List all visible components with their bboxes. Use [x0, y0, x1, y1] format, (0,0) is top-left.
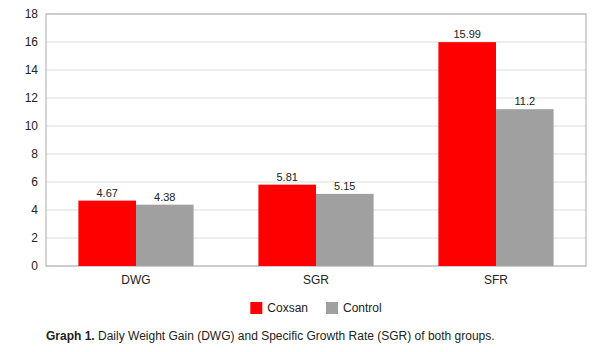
bar [438, 42, 496, 266]
plot-frame [46, 14, 586, 266]
legend-swatch [326, 302, 338, 314]
legend-label: Control [343, 301, 382, 315]
data-label: 5.15 [334, 180, 355, 192]
y-tick-label: 14 [25, 63, 39, 77]
bar [78, 201, 136, 266]
chart-container: 0 2 4 6 8 10 12 14 16 18 4.67 4.38 5.81 5.15 15.99 11.2… [0, 0, 600, 352]
legend-item: Control [326, 301, 382, 315]
y-tick-label: 18 [25, 7, 39, 21]
data-label: 4.67 [96, 187, 117, 199]
grid-line [46, 42, 586, 43]
data-label: 5.81 [276, 171, 297, 183]
y-tick-label: 4 [31, 203, 38, 217]
data-label: 11.2 [515, 95, 536, 107]
bar [496, 109, 554, 266]
bars [78, 42, 553, 266]
grid-line [46, 98, 586, 99]
caption-bold: Graph 1. [46, 329, 95, 343]
legend-swatch [250, 302, 262, 314]
legend: Coxsan Control [250, 301, 381, 315]
x-tick-label: DWG [121, 273, 150, 287]
y-tick-label: 0 [31, 259, 38, 273]
y-tick-label: 2 [31, 231, 38, 245]
bar [258, 185, 316, 266]
y-tick-label: 10 [25, 119, 39, 133]
x-tick-label: SFR [484, 273, 508, 287]
y-tick-label: 16 [25, 35, 39, 49]
grid [46, 14, 586, 266]
bar [136, 205, 194, 266]
y-tick-label: 12 [25, 91, 39, 105]
data-label: 4.38 [154, 191, 175, 203]
data-labels: 4.67 4.38 5.81 5.15 15.99 11.2 [96, 28, 535, 203]
legend-item: Coxsan [250, 301, 308, 315]
legend-label: Coxsan [267, 301, 308, 315]
chart-svg: 0 2 4 6 8 10 12 14 16 18 4.67 4.38 5.81 5.15 15.99 11.2… [0, 0, 600, 352]
data-label: 15.99 [453, 28, 481, 40]
grid-line [46, 70, 586, 71]
caption-text: Daily Weight Gain (DWG) and Specific Gro… [95, 329, 495, 343]
y-tick-label: 6 [31, 175, 38, 189]
y-tick-label: 8 [31, 147, 38, 161]
caption: Graph 1. Daily Weight Gain (DWG) and Spe… [46, 329, 495, 343]
bar [316, 194, 374, 266]
x-tick-label: SGR [303, 273, 329, 287]
